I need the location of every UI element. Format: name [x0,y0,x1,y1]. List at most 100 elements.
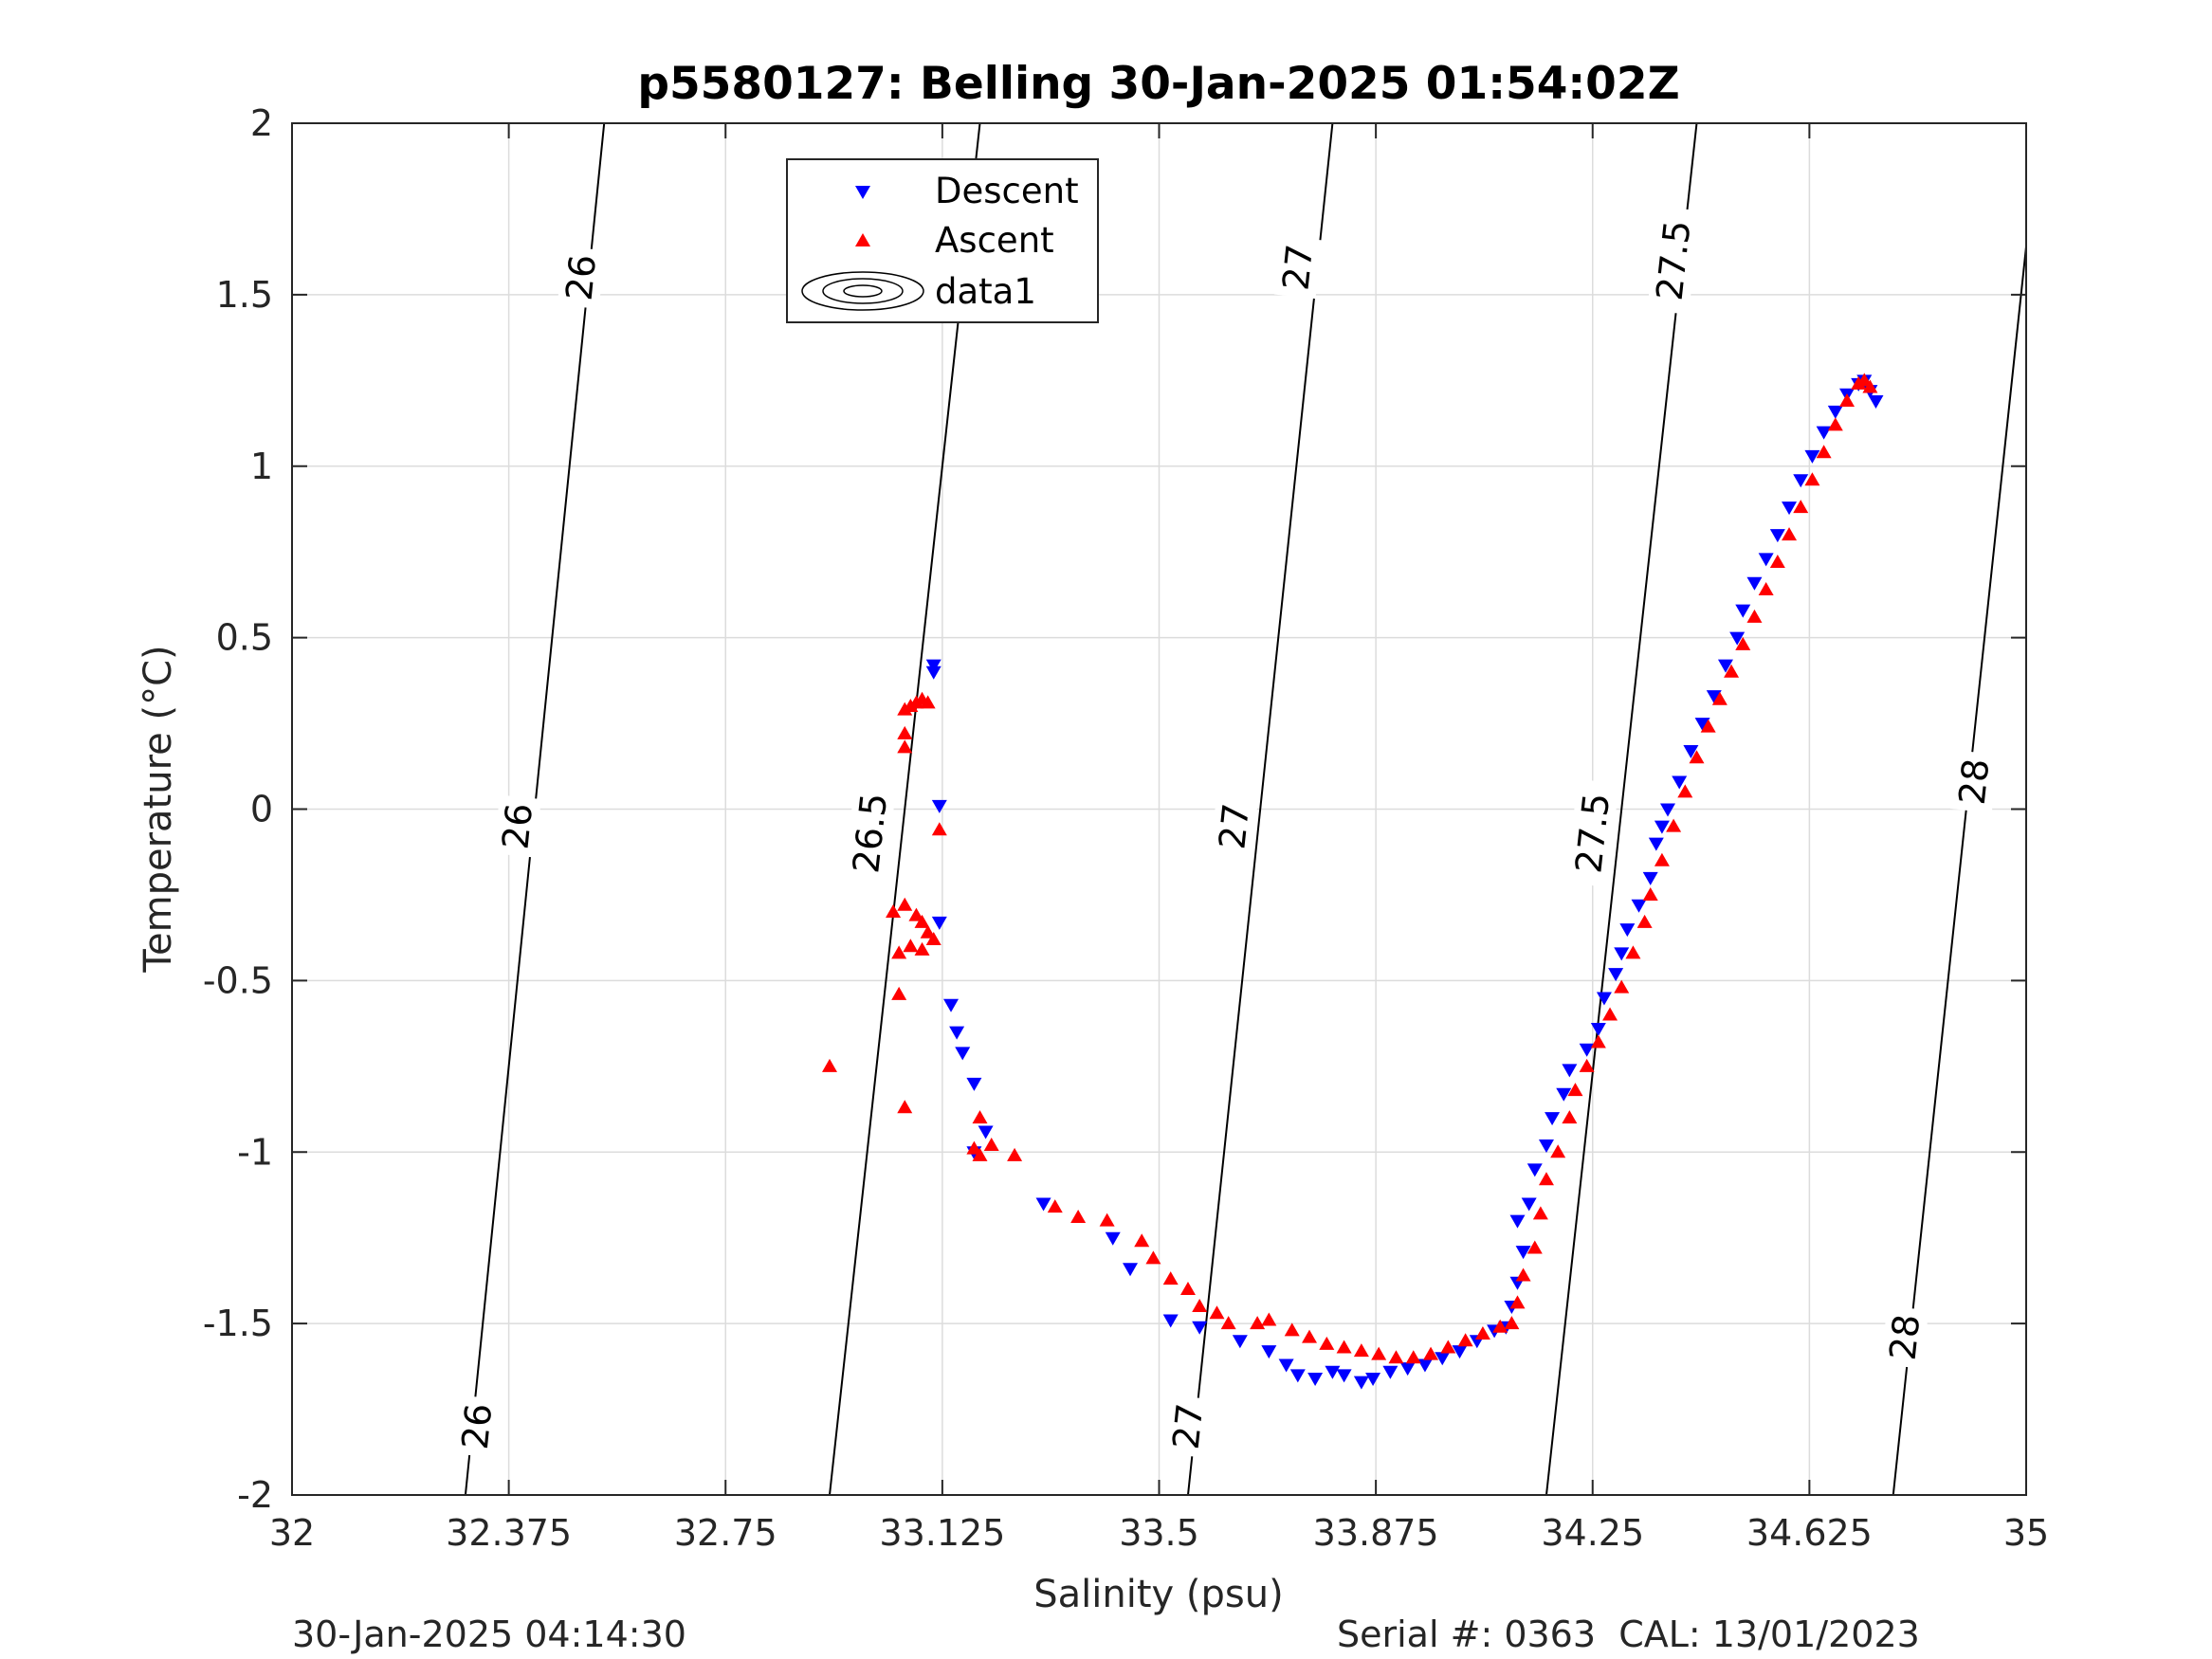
ascent-point [897,702,913,716]
ascent-point [1746,609,1763,623]
isopycnal-label: 27 [1210,794,1258,858]
footer-serial-cal: Serial #: 0363 CAL: 13/01/2023 [1337,1613,1920,1655]
ascent-point [1353,1343,1369,1358]
ascent-point [1700,719,1716,733]
ascent-point [1220,1316,1236,1330]
ascent-point [908,907,924,921]
ascent-point [897,739,913,754]
ascent-point [1590,1034,1606,1048]
ascent-point [897,725,913,739]
descent-point [1590,1023,1606,1037]
isopycnal-label: 27 [1273,235,1322,300]
isopycnal-label: 27.5 [1647,206,1700,315]
descent-point [1336,1369,1352,1383]
ascent-point [1423,1346,1439,1360]
isopycnal-label-text: 27.5 [1649,218,1699,302]
ascent-point [920,695,936,709]
ascent-point [1782,527,1798,541]
ascent-point [920,924,936,939]
descent-point [1526,1163,1543,1177]
x-axis-label: Salinity (psu) [1033,1573,1283,1616]
ascent-point [1538,1172,1554,1186]
y-tick-label: 1.5 [216,274,273,316]
descent-point [1562,1064,1578,1078]
descent-point [925,659,941,673]
descent-point [931,799,947,813]
descent-point [1619,923,1636,938]
ascent-point [891,945,907,959]
ascent-point [1336,1340,1352,1354]
isopycnal-line [1186,122,1334,1496]
isopycnal-label: 28 [1949,750,1999,813]
x-tick-label: 33.875 [1313,1512,1439,1554]
descent-point [1614,947,1630,961]
ascent-point [1179,1281,1196,1295]
ascent-point [1099,1212,1115,1227]
descent-point [955,1047,971,1061]
ascent-point [1388,1350,1404,1364]
isopycnal-label-text: 28 [1882,1312,1929,1362]
descent-point [1162,1314,1179,1328]
isopycnal-label-background [1210,794,1258,858]
descent-point [1261,1345,1277,1359]
descent-point [1706,690,1722,704]
ascent-point [1192,1299,1208,1313]
descent-point [1353,1376,1369,1390]
descent-point [1746,576,1763,591]
ascent-point [891,986,907,1000]
descent-point [1509,1214,1526,1229]
descent-point [931,916,947,930]
ascent-point [966,1140,982,1155]
descent-point [1735,604,1751,618]
descent-point [1556,1087,1572,1102]
isopycnal-label: 26 [453,1395,502,1458]
y-tick-label: -0.5 [203,959,273,1001]
ascent-point [1550,1144,1566,1158]
descent-point [1769,529,1785,543]
isopycnal-line [828,122,981,1496]
isopycnal-label-text: 27 [1165,1401,1212,1451]
ascent-point [1851,375,1867,390]
y-tick-label: 0 [250,789,273,830]
chart-title: p5580127: Belling 30-Jan-2025 01:54:02Z [637,58,1679,110]
footer-timestamp: 30-Jan-2025 04:14:30 [292,1613,686,1655]
x-tick-label: 32 [269,1512,315,1554]
ascent-point [1793,500,1809,514]
descent-point [1538,1139,1554,1154]
ascent-point [1816,445,1832,459]
descent-point [1289,1369,1306,1383]
isopycnal-label-text: 26.5 [845,791,895,875]
legend-ascent-marker [855,233,870,246]
descent-point [1545,1112,1561,1126]
descent-point [1672,775,1688,790]
ascent-point [1302,1329,1318,1343]
descent-point [1654,820,1670,834]
x-tick-label: 33.5 [1119,1512,1199,1554]
descent-point [1642,871,1658,885]
descent-point [1325,1365,1341,1379]
isopycnal-label-text: 27 [1211,801,1257,851]
descent-point [1782,501,1798,516]
descent-point [1365,1373,1381,1387]
descent-point [1804,449,1820,464]
y-tick-label: 2 [250,102,273,144]
ascent-point [1007,1147,1023,1161]
descent-point [925,665,941,680]
ascent-point [1474,1325,1490,1340]
ascent-point [1636,914,1653,928]
ascent-point [931,822,947,836]
ascent-point [1504,1316,1520,1330]
y-tick-label: -2 [237,1474,273,1516]
y-tick-label: 0.5 [216,617,273,659]
descent-point [1868,395,1884,410]
descent-point [1579,1043,1595,1057]
ascent-point [1654,852,1670,866]
isopycnal-label-background [1880,1305,1929,1369]
isopycnal-label-background [1273,235,1322,300]
isopycnal-label: 26.5 [843,778,897,887]
ascent-point [897,897,913,911]
descent-point [1435,1352,1451,1366]
ascent-point [1666,818,1682,832]
ascent-point [1758,581,1774,595]
isopycnal-label-text: 27.5 [1567,791,1618,875]
